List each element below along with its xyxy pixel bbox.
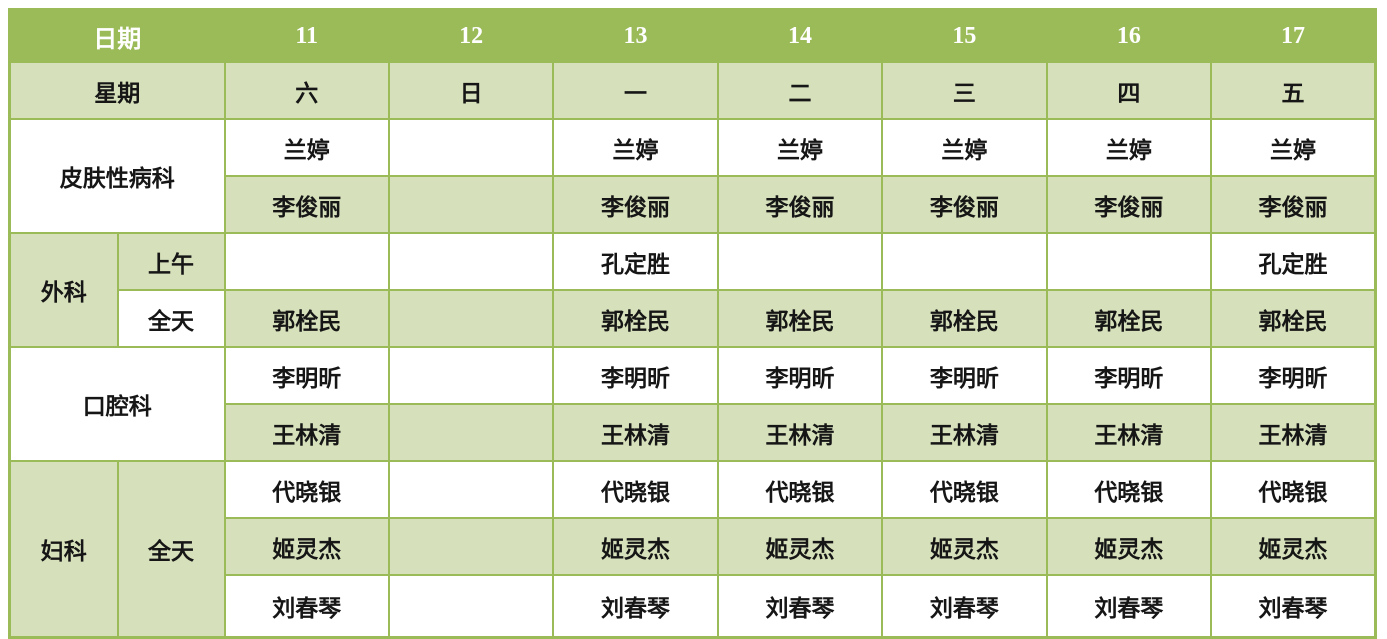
time-label-allday: 全天 <box>116 289 226 348</box>
schedule-cell <box>881 232 1048 291</box>
weekday-cell: 三 <box>881 61 1048 120</box>
schedule-cell <box>387 403 555 462</box>
schedule-cell: 姬灵杰 <box>223 517 390 576</box>
schedule-cell: 郭栓民 <box>1045 289 1213 348</box>
schedule-cell: 李俊丽 <box>552 175 719 234</box>
schedule-cell <box>387 289 555 348</box>
schedule-cell: 王林清 <box>223 403 390 462</box>
schedule-cell: 兰婷 <box>881 118 1048 177</box>
dermatology-row-1: 皮肤性病科 兰婷 兰婷 兰婷 兰婷 兰婷 兰婷 <box>8 118 1377 234</box>
date-header-label: 日期 <box>8 8 226 63</box>
weekday-label: 星期 <box>8 61 226 120</box>
dept-label-gynecology: 妇科 <box>8 460 119 639</box>
surgery-morning-row: 外科 上午 孔定胜 孔定胜 <box>8 232 1377 348</box>
weekday-cell: 一 <box>552 61 719 120</box>
weekday-cell: 五 <box>1210 61 1377 120</box>
schedule-cell: 孔定胜 <box>1210 232 1377 291</box>
schedule-cell: 郭栓民 <box>1210 289 1377 348</box>
dental-row-1: 口腔科 李明昕 李明昕 李明昕 李明昕 李明昕 李明昕 <box>8 346 1377 462</box>
weekday-row: 星期 六 日 一 二 三 四 五 <box>8 61 1377 120</box>
schedule-cell: 郭栓民 <box>881 289 1048 348</box>
schedule-cell: 刘春琴 <box>716 574 884 639</box>
schedule-cell: 王林清 <box>1210 403 1377 462</box>
schedule-cell: 郭栓民 <box>223 289 390 348</box>
date-cell: 12 <box>387 8 555 63</box>
schedule-cell: 兰婷 <box>1210 118 1377 177</box>
time-label-morning: 上午 <box>116 232 226 291</box>
schedule-cell <box>387 460 555 519</box>
date-cell: 13 <box>552 8 719 63</box>
schedule-cell: 代晓银 <box>881 460 1048 519</box>
schedule-cell: 兰婷 <box>716 118 884 177</box>
weekday-cell: 六 <box>223 61 390 120</box>
schedule-cell: 姬灵杰 <box>1210 517 1377 576</box>
gynecology-row-2: 姬灵杰 姬灵杰 姬灵杰 姬灵杰 姬灵杰 姬灵杰 <box>10 517 1377 576</box>
schedule-cell: 李俊丽 <box>1210 175 1377 234</box>
schedule-cell: 李明昕 <box>552 346 719 405</box>
dermatology-row-2: 李俊丽 李俊丽 李俊丽 李俊丽 李俊丽 李俊丽 <box>10 175 1377 234</box>
schedule-cell <box>387 517 555 576</box>
schedule-cell: 王林清 <box>881 403 1048 462</box>
schedule-cell: 兰婷 <box>223 118 390 177</box>
date-cell: 14 <box>716 8 884 63</box>
schedule-cell: 李俊丽 <box>223 175 390 234</box>
schedule-cell: 郭栓民 <box>716 289 884 348</box>
weekday-cell: 二 <box>716 61 884 120</box>
dental-row-2: 王林清 王林清 王林清 王林清 王林清 王林清 <box>10 403 1377 462</box>
schedule-cell <box>387 232 555 291</box>
schedule-cell: 李明昕 <box>881 346 1048 405</box>
dept-label-surgery: 外科 <box>8 232 119 348</box>
schedule-cell: 李明昕 <box>223 346 390 405</box>
schedule-cell: 兰婷 <box>552 118 719 177</box>
date-header-row: 日期 11 12 13 14 15 16 17 <box>8 8 1377 63</box>
date-cell: 16 <box>1045 8 1213 63</box>
schedule-cell <box>387 574 555 639</box>
schedule-cell: 姬灵杰 <box>552 517 719 576</box>
schedule-cell <box>1045 232 1213 291</box>
schedule-cell: 李俊丽 <box>716 175 884 234</box>
weekday-cell: 日 <box>387 61 555 120</box>
schedule-cell <box>387 346 555 405</box>
schedule-cell: 兰婷 <box>1045 118 1213 177</box>
schedule-cell: 代晓银 <box>223 460 390 519</box>
schedule-cell: 李明昕 <box>1045 346 1213 405</box>
schedule-cell: 姬灵杰 <box>1045 517 1213 576</box>
date-cell: 11 <box>223 8 390 63</box>
schedule-cell: 代晓银 <box>552 460 719 519</box>
schedule-cell: 姬灵杰 <box>881 517 1048 576</box>
schedule-cell <box>387 175 555 234</box>
schedule-cell: 王林清 <box>1045 403 1213 462</box>
schedule-cell: 孔定胜 <box>552 232 719 291</box>
schedule-cell: 刘春琴 <box>1045 574 1213 639</box>
schedule-cell: 王林清 <box>552 403 719 462</box>
weekday-cell: 四 <box>1045 61 1213 120</box>
schedule-cell <box>223 232 390 291</box>
schedule-cell <box>716 232 884 291</box>
gynecology-row-1: 妇科 全天 代晓银 代晓银 代晓银 代晓银 代晓银 代晓银 <box>8 460 1377 639</box>
schedule-cell <box>387 118 555 177</box>
duty-schedule-table: 日期 11 12 13 14 15 16 17 星期 六 日 一 二 三 四 五… <box>8 8 1377 639</box>
schedule-cell: 王林清 <box>716 403 884 462</box>
gynecology-row-3: 刘春琴 刘春琴 刘春琴 刘春琴 刘春琴 刘春琴 <box>10 574 1377 639</box>
schedule-cell: 代晓银 <box>1045 460 1213 519</box>
date-cell: 15 <box>881 8 1048 63</box>
dept-label-dermatology: 皮肤性病科 <box>8 118 226 234</box>
schedule-cell: 李明昕 <box>1210 346 1377 405</box>
schedule-cell: 刘春琴 <box>881 574 1048 639</box>
date-cell: 17 <box>1210 8 1377 63</box>
schedule-cell: 刘春琴 <box>223 574 390 639</box>
schedule-cell: 刘春琴 <box>1210 574 1377 639</box>
surgery-allday-row: 全天 郭栓民 郭栓民 郭栓民 郭栓民 郭栓民 郭栓民 <box>10 289 1377 348</box>
schedule-cell: 刘春琴 <box>552 574 719 639</box>
dept-label-dental: 口腔科 <box>8 346 226 462</box>
time-label-gyn-allday: 全天 <box>116 460 226 639</box>
schedule-cell: 代晓银 <box>1210 460 1377 519</box>
schedule-cell: 代晓银 <box>716 460 884 519</box>
schedule-cell: 李明昕 <box>716 346 884 405</box>
schedule-cell: 姬灵杰 <box>716 517 884 576</box>
schedule-cell: 郭栓民 <box>552 289 719 348</box>
schedule-cell: 李俊丽 <box>881 175 1048 234</box>
schedule-cell: 李俊丽 <box>1045 175 1213 234</box>
